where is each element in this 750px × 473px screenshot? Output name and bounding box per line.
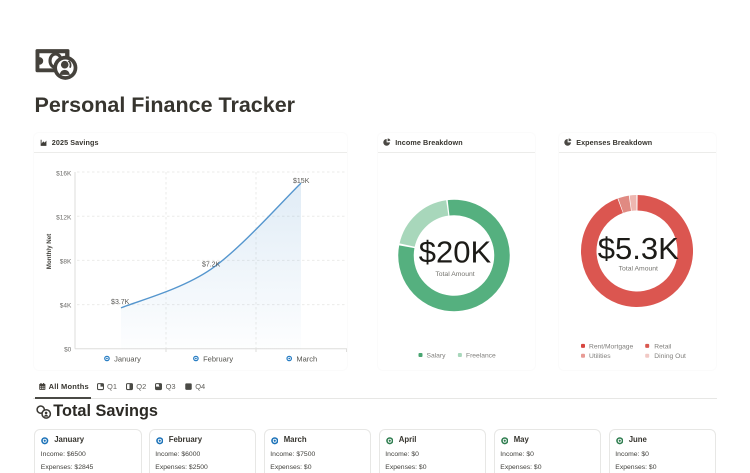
svg-text:Dining Out: Dining Out bbox=[654, 353, 686, 360]
svg-text:Retail: Retail bbox=[654, 343, 672, 350]
svg-text:$16K: $16K bbox=[56, 170, 72, 177]
svg-text:$7.2K: $7.2K bbox=[202, 262, 221, 269]
svg-text:Freelance: Freelance bbox=[466, 352, 496, 359]
svg-text:$5.3K: $5.3K bbox=[598, 231, 679, 266]
svg-text:January: January bbox=[114, 354, 141, 363]
svg-text:$20K: $20K bbox=[419, 235, 492, 270]
svg-text:Utilities: Utilities bbox=[589, 353, 611, 360]
svg-text:$8K: $8K bbox=[60, 258, 72, 265]
svg-text:Monthly Net: Monthly Net bbox=[46, 234, 53, 269]
svg-text:Total Amount: Total Amount bbox=[619, 266, 658, 273]
svg-text:Total Amount: Total Amount bbox=[435, 271, 474, 278]
svg-text:February: February bbox=[203, 354, 233, 363]
svg-text:Rent/Mortgage: Rent/Mortgage bbox=[589, 343, 634, 350]
svg-text:$4K: $4K bbox=[60, 302, 72, 309]
svg-text:Salary: Salary bbox=[427, 352, 447, 359]
svg-text:$12K: $12K bbox=[56, 214, 72, 221]
svg-text:$15K: $15K bbox=[293, 178, 310, 185]
svg-text:$0: $0 bbox=[64, 346, 72, 353]
svg-text:$3.7K: $3.7K bbox=[111, 299, 130, 306]
svg-text:March: March bbox=[296, 354, 317, 363]
